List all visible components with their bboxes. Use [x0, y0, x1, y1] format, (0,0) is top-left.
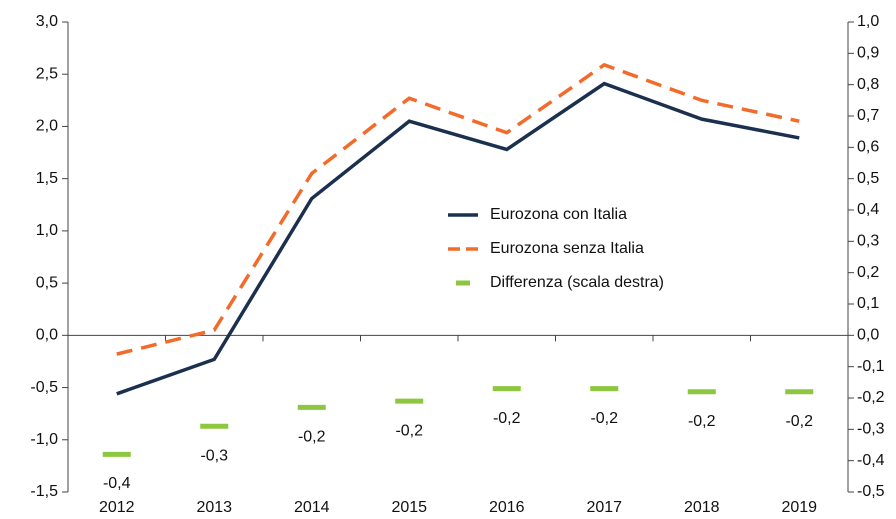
value-label: -0,2	[395, 422, 423, 439]
x-tick-label: 2013	[196, 499, 232, 516]
y-tick-label: 2,5	[36, 65, 58, 82]
y2-tick-label: 0,6	[857, 139, 879, 156]
y2-tick-label: -0,1	[857, 358, 885, 375]
x-tick-label: 2016	[489, 499, 525, 516]
y2-tick-label: 0,8	[857, 76, 879, 93]
value-label: -0,2	[298, 429, 326, 446]
y2-tick-label: 0,9	[857, 45, 879, 62]
x-tick-label: 2018	[684, 499, 720, 516]
legend-label: Eurozona con Italia	[490, 206, 627, 223]
value-label: -0,2	[493, 410, 521, 427]
series-line	[116, 62, 800, 356]
y2-tick-label: -0,3	[857, 421, 885, 438]
series-line	[116, 81, 800, 396]
y2-tick-label: 0,4	[857, 201, 879, 218]
y-tick-label: -1,0	[30, 431, 58, 448]
y-tick-label: 1,5	[36, 170, 58, 187]
y2-tick-label: -0,2	[857, 389, 885, 406]
x-tick-label: 2012	[99, 499, 135, 516]
y2-tick-label: 0,5	[857, 170, 879, 187]
value-label: -0,4	[103, 475, 131, 492]
y2-tick-label: 0,3	[857, 233, 879, 250]
y-tick-label: 2,0	[36, 118, 58, 135]
y2-tick-label: -0,4	[857, 452, 885, 469]
y2-tick-label: -0,5	[857, 483, 885, 500]
x-tick-label: 2019	[781, 499, 817, 516]
y2-tick-label: 1,0	[857, 13, 879, 30]
value-label: -0,2	[590, 410, 618, 427]
y-tick-label: -0,5	[30, 379, 58, 396]
x-tick-label: 2014	[294, 499, 330, 516]
y-tick-label: 1,0	[36, 222, 58, 239]
x-tick-label: 2015	[391, 499, 427, 516]
y-tick-label: 0,5	[36, 274, 58, 291]
value-label: -0,2	[785, 413, 813, 430]
y2-tick-label: 0,2	[857, 264, 879, 281]
y-tick-label: 3,0	[36, 13, 58, 30]
x-tick-label: 2017	[586, 499, 622, 516]
y-tick-label: -1,5	[30, 483, 58, 500]
value-label: -0,2	[688, 413, 716, 430]
y2-tick-label: 0,1	[857, 295, 879, 312]
value-label: -0,3	[200, 447, 228, 464]
y2-tick-label: 0,7	[857, 107, 879, 124]
legend-label: Eurozona senza Italia	[490, 240, 644, 257]
legend-label: Differenza (scala destra)	[490, 274, 664, 291]
y-tick-label: 0,0	[36, 327, 58, 344]
y2-tick-label: 0,0	[857, 327, 879, 344]
